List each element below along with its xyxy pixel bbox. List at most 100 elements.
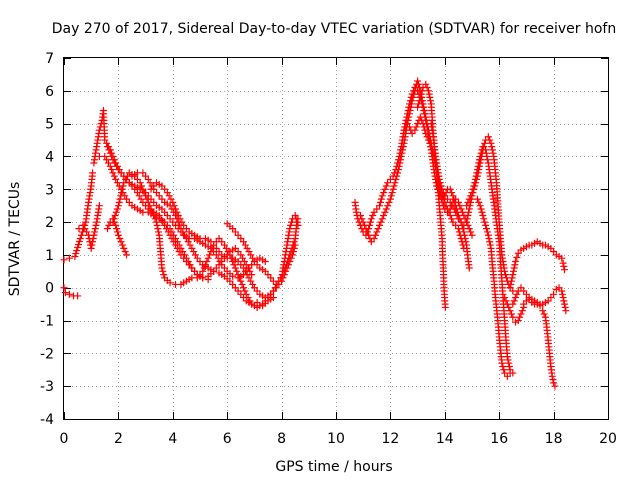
data-point [89, 235, 97, 242]
data-point [405, 123, 413, 131]
data-point [423, 84, 431, 92]
data-point [457, 218, 465, 226]
data-point [279, 271, 287, 279]
data-point [110, 172, 118, 180]
data-point [389, 185, 397, 193]
data-point [170, 231, 178, 239]
data-point [104, 159, 112, 167]
data-point [449, 202, 457, 210]
data-point [376, 221, 384, 229]
data-point [512, 257, 520, 265]
data-point [424, 87, 432, 95]
data-point [293, 218, 301, 226]
data-point [112, 208, 120, 216]
data-point [399, 146, 407, 154]
data-point [425, 90, 433, 98]
data-point [558, 287, 566, 295]
data-point [513, 290, 521, 298]
data-point [207, 248, 215, 256]
data-point [450, 205, 458, 213]
data-point [120, 244, 128, 252]
data-point [365, 231, 373, 239]
data-point [470, 182, 478, 190]
y-tick-label: 5 [45, 117, 54, 133]
data-point [399, 143, 407, 151]
data-point [475, 198, 483, 206]
data-point [206, 251, 214, 259]
data-point [503, 300, 511, 308]
data-point [560, 266, 568, 274]
data-point [422, 129, 430, 137]
data-point [288, 244, 296, 252]
data-point [153, 221, 161, 229]
data-point [520, 303, 528, 311]
data-point [249, 254, 257, 262]
data-point [396, 159, 404, 167]
data-point [550, 379, 558, 387]
data-point [510, 264, 518, 272]
data-point [204, 254, 212, 262]
data-point [381, 208, 389, 216]
data-point [415, 80, 423, 88]
data-point [459, 225, 467, 233]
data-point [478, 208, 486, 216]
data-point [237, 277, 245, 285]
data-point [111, 212, 119, 220]
grid [64, 58, 608, 419]
data-point [116, 235, 124, 242]
data-point [387, 192, 395, 200]
data-point [416, 93, 424, 101]
data-point [407, 100, 415, 108]
data-point [421, 126, 429, 134]
data-point [176, 215, 184, 223]
data-point [394, 169, 402, 177]
data-point [186, 241, 194, 249]
data-point [75, 225, 83, 233]
data-point [415, 100, 423, 108]
data-point [108, 166, 116, 174]
data-point [247, 251, 255, 259]
data-point [397, 156, 405, 164]
data-point [560, 297, 568, 305]
data-point [173, 208, 181, 216]
data-point [444, 205, 452, 213]
data-point [240, 284, 248, 292]
data-point [390, 182, 398, 190]
data-point [483, 225, 491, 233]
data-point [473, 166, 481, 174]
data-point [462, 238, 470, 246]
data-point [103, 156, 111, 164]
data-point [418, 116, 426, 124]
data-point [506, 369, 514, 377]
x-tick-label: 14 [436, 431, 454, 447]
data-point [507, 280, 515, 288]
data-point [74, 292, 82, 300]
data-point [294, 215, 302, 223]
data-point [199, 267, 207, 275]
data-point [407, 103, 415, 111]
data-point [104, 225, 112, 233]
data-point [135, 192, 143, 200]
data-point [293, 221, 301, 229]
series-sat-12 [253, 215, 302, 311]
data-point [89, 169, 97, 177]
series-sat-21 [506, 238, 568, 292]
data-point [386, 195, 394, 203]
data-point [474, 162, 482, 170]
data-point [446, 185, 454, 193]
data-point [203, 257, 211, 265]
data-point [243, 244, 251, 252]
x-tick-label: 0 [60, 431, 69, 447]
data-point [117, 192, 125, 200]
data-point [482, 221, 490, 229]
data-point [471, 179, 479, 187]
data-point [281, 264, 289, 272]
data-point [467, 228, 475, 236]
y-tick-label: 7 [45, 51, 54, 67]
data-point [476, 202, 484, 210]
data-point [388, 189, 396, 197]
data-point [504, 356, 512, 364]
data-point [465, 208, 473, 216]
data-point [475, 156, 483, 164]
data-point [512, 294, 520, 302]
